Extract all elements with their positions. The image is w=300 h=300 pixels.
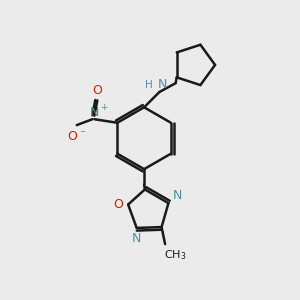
Text: H: H [145, 80, 153, 90]
Text: N: N [132, 232, 141, 245]
Text: N: N [158, 78, 167, 91]
Text: CH$_3$: CH$_3$ [164, 248, 186, 262]
Text: +: + [100, 103, 107, 112]
Text: N: N [172, 189, 182, 202]
Text: ⁻: ⁻ [80, 130, 85, 140]
Text: O: O [67, 130, 76, 143]
Text: O: O [92, 84, 102, 97]
Text: O: O [113, 198, 123, 211]
Text: N: N [90, 106, 99, 118]
